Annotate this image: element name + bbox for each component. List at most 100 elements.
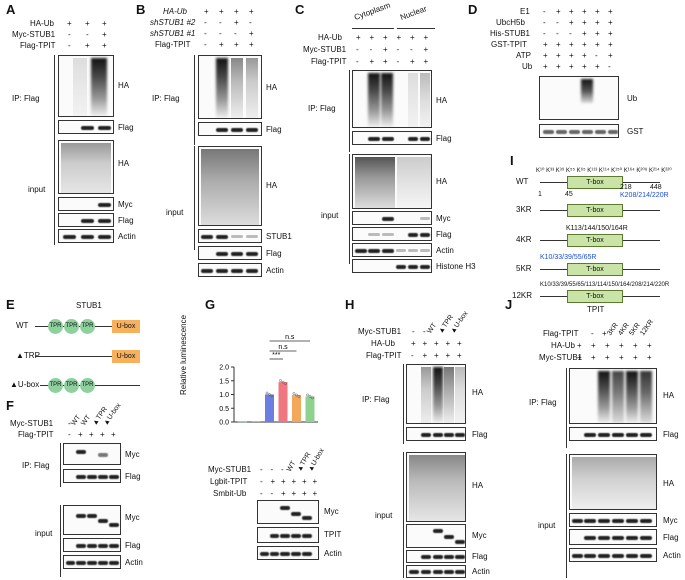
b-mark: +	[249, 40, 254, 49]
j-ip-label: IP: Flag	[529, 398, 557, 407]
f-ip-bracket	[60, 443, 61, 487]
panel-label-a: A	[6, 2, 16, 17]
d-blot-label-ub: Ub	[627, 94, 638, 103]
b-blot-input-stub1	[198, 229, 262, 243]
f-blot-label-ip-flag: Flag	[125, 472, 141, 481]
g-y-tick-label: 1.5	[219, 378, 229, 385]
g-ylabel: Relative luminescence	[179, 314, 188, 395]
j-input-label: input	[538, 521, 556, 530]
g-blot-myc	[257, 500, 319, 524]
f-mark: +	[111, 430, 116, 439]
c-blot-label-input-ha: HA	[436, 177, 448, 186]
f-mark: -	[68, 419, 71, 428]
d-blot-label-gst: GST	[627, 127, 644, 136]
g-mark: WT	[285, 460, 297, 473]
g-point	[270, 394, 274, 398]
b-blot-label-input-stub1: STUB1	[266, 232, 292, 241]
i-construct-4kr: 4KR	[516, 235, 532, 244]
j-blot-ip-ha	[569, 368, 657, 424]
a-row-label-3: Flag-TPIT	[20, 41, 56, 50]
d-mark: +	[582, 7, 587, 16]
d-mark: +	[582, 40, 587, 49]
c-row-label-2: Myc-STUB1	[303, 45, 347, 54]
j-blot-label-input-actin: Actin	[663, 551, 681, 560]
g-point	[297, 395, 301, 398]
b-ip-label: IP: Flag	[152, 94, 180, 103]
g-mark: +	[291, 477, 297, 486]
a-blot-input-ha	[58, 140, 114, 194]
d-row-label-5: ATP	[516, 51, 531, 60]
d-row-label-6: Ub	[522, 62, 533, 71]
h-blot-label-input-flag: Flag	[472, 552, 488, 561]
h-blot-label-input-myc: Myc	[472, 531, 487, 540]
c-ip-label: IP: Flag	[308, 104, 336, 113]
d-mark: +	[543, 40, 548, 49]
g-mark: -	[260, 465, 263, 474]
c-fraction-line	[352, 28, 394, 29]
a-blot-label-ip-ha: HA	[118, 81, 130, 90]
h-mark: +	[457, 351, 462, 360]
b-mark: -	[219, 18, 222, 27]
h-blot-ip-flag	[406, 427, 466, 441]
b-mark: -	[204, 29, 207, 38]
e-dtrp-backbone	[35, 356, 140, 357]
d-row-label-3: His-STUB1	[490, 29, 531, 38]
g-point	[308, 395, 312, 398]
g-mark: +	[291, 489, 297, 498]
f-mark: WT	[80, 414, 93, 427]
c-mark: +	[383, 33, 388, 42]
f-mark: +	[100, 430, 105, 439]
h-blot-input-flag	[406, 550, 466, 563]
b-mark: +	[249, 7, 254, 16]
e-dubox-tpr-3: TPR	[80, 378, 95, 393]
d-blot-gst	[539, 124, 619, 138]
g-row-label-1: Myc-STUB1	[208, 465, 252, 474]
b-blot-label-ip-flag: Flag	[266, 125, 282, 134]
j-mark: +	[647, 341, 652, 350]
c-mark: +	[423, 33, 429, 42]
d-mark: -	[569, 29, 572, 38]
a-blot-ip-ha	[58, 55, 114, 117]
d-mark: +	[543, 51, 548, 60]
h-mark: +	[434, 351, 439, 360]
d-mark: +	[569, 51, 574, 60]
c-mark: -	[396, 57, 400, 66]
d-mark: +	[608, 7, 613, 16]
c-mark: +	[383, 57, 388, 66]
c-blot-label-ip-flag: Flag	[436, 134, 452, 143]
g-mark: +	[302, 489, 307, 498]
d-mark: +	[569, 18, 574, 27]
b-row-label-3: shSTUB1 #1	[150, 29, 196, 38]
i-note-12kr: K10/33/39/55/65/113/114/150/164/208/214/…	[540, 282, 670, 288]
panel-label-j: J	[505, 297, 513, 312]
c-fraction-cytoplasm: Cytoplasm	[352, 0, 392, 22]
b-blot-input-actin	[198, 263, 262, 277]
g-point	[311, 396, 314, 400]
b-mark: +	[234, 7, 239, 16]
f-row-label-2: Flag-TPIT	[18, 430, 54, 439]
g-bar	[238, 421, 247, 423]
g-mark: -	[260, 477, 263, 486]
j-blot-label-input-flag: Flag	[663, 533, 679, 542]
c-fraction-line	[397, 28, 435, 29]
b-blot-input-ha	[198, 146, 262, 226]
a-mark: +	[85, 41, 90, 50]
j-mark: +	[605, 353, 610, 362]
panel-label-g: G	[205, 297, 216, 312]
d-mark: +	[608, 29, 613, 38]
g-mark: -	[270, 489, 274, 498]
d-mark: +	[582, 18, 587, 27]
g-mark: +	[270, 477, 276, 486]
c-ip-bracket	[349, 70, 350, 152]
b-row-label-1: HA-Ub	[163, 7, 188, 16]
i-construct-12kr: 12KR	[512, 291, 533, 300]
g-y-tick-label: 1.0	[219, 392, 229, 399]
c-mark: -	[369, 45, 373, 54]
j-blot-label-ip-ha: HA	[663, 391, 675, 400]
a-blot-input-myc	[58, 197, 114, 211]
g-blot-label-actin: Actin	[324, 549, 342, 558]
i-construct-wt: WT	[516, 177, 529, 186]
f-ip-label: IP: Flag	[22, 461, 50, 470]
b-mark: -	[204, 18, 207, 27]
g-bar	[251, 421, 261, 422]
